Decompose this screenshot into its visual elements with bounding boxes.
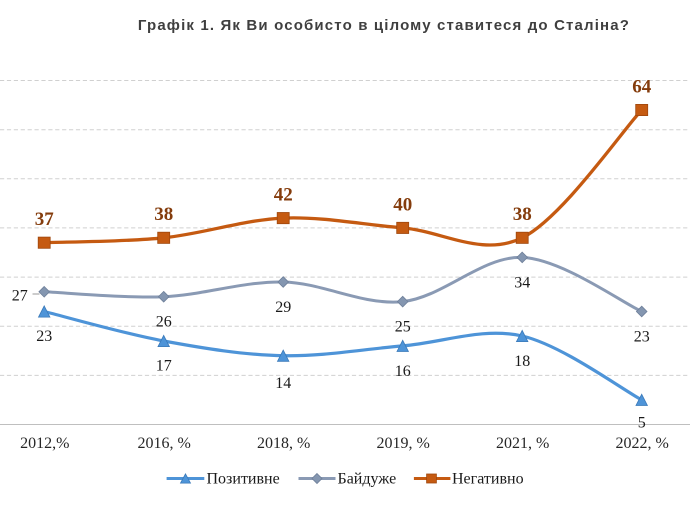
svg-text:2021, %: 2021, % (496, 435, 549, 452)
svg-text:40: 40 (393, 194, 412, 215)
svg-text:18: 18 (514, 353, 530, 370)
svg-text:27: 27 (12, 288, 28, 305)
svg-text:23: 23 (634, 329, 650, 346)
svg-text:Байдуже: Байдуже (338, 470, 397, 487)
svg-text:64: 64 (632, 76, 652, 97)
svg-text:23: 23 (36, 328, 52, 345)
svg-text:2016, %: 2016, % (138, 435, 191, 452)
svg-text:Графік 1. Як Ви особисто в ціл: Графік 1. Як Ви особисто в цілому ставит… (138, 17, 630, 34)
svg-text:38: 38 (154, 204, 173, 225)
svg-text:5: 5 (638, 415, 646, 432)
svg-text:37: 37 (35, 209, 55, 230)
svg-text:29: 29 (275, 299, 291, 316)
svg-text:14: 14 (275, 375, 291, 392)
svg-text:42: 42 (274, 185, 293, 206)
svg-text:2018, %: 2018, % (257, 435, 310, 452)
svg-text:26: 26 (156, 314, 172, 331)
svg-text:34: 34 (514, 274, 530, 291)
svg-text:2012,%: 2012,% (20, 435, 69, 452)
svg-text:16: 16 (395, 363, 411, 380)
svg-text:25: 25 (395, 319, 411, 336)
svg-text:Негативно: Негативно (452, 470, 524, 487)
svg-text:2022, %: 2022, % (616, 435, 669, 452)
svg-text:2019, %: 2019, % (377, 435, 430, 452)
svg-text:17: 17 (156, 357, 172, 374)
svg-text:Позитивне: Позитивне (207, 470, 280, 487)
svg-text:38: 38 (513, 204, 532, 225)
